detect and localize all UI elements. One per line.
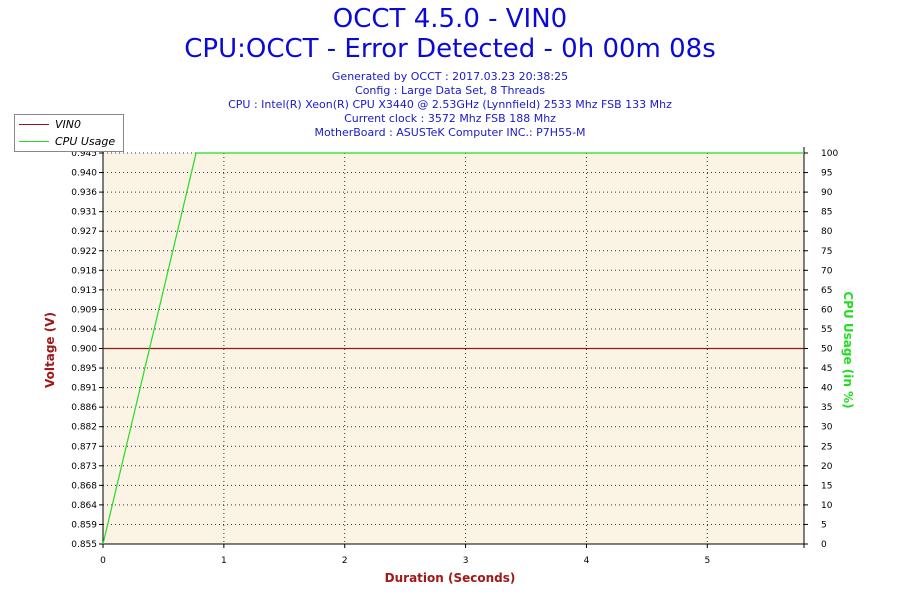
y-left-tick-label: 0.913 — [71, 286, 97, 296]
y-right-tick-label: 60 — [821, 305, 833, 315]
y-right-tick-label: 90 — [821, 188, 833, 198]
y-left-tick-label: 0.855 — [71, 540, 97, 550]
legend-label-cpu-usage: CPU Usage — [55, 134, 116, 148]
y-left-tick-label: 0.882 — [71, 423, 97, 433]
x-tick-label: 2 — [342, 556, 348, 566]
info-cpu: CPU : Intel(R) Xeon(R) CPU X3440 @ 2.53G… — [228, 98, 672, 111]
chart-legend: VIN0 CPU Usage — [14, 114, 124, 152]
x-tick-label: 4 — [584, 556, 590, 566]
x-tick-label: 5 — [704, 556, 710, 566]
legend-swatch-cpu-usage — [19, 140, 49, 142]
y-left-tick-label: 0.886 — [71, 403, 97, 413]
y-left-tick-label: 0.940 — [71, 169, 97, 179]
y-right-tick-label: 0 — [821, 540, 827, 550]
y-left-tick-label: 0.859 — [71, 520, 97, 530]
chart-subtitle: CPU:OCCT - Error Detected - 0h 00m 08s — [184, 34, 716, 64]
y-left-tick-label: 0.891 — [71, 384, 97, 394]
x-axis-label: Duration (Seconds) — [384, 571, 516, 585]
y-left-tick-label: 0.877 — [71, 442, 97, 452]
y-right-tick-label: 20 — [821, 462, 833, 472]
info-motherboard: MotherBoard : ASUSTeK Computer INC.: P7H… — [314, 126, 586, 139]
y-right-tick-label: 25 — [821, 442, 832, 452]
info-clock: Current clock : 3572 Mhz FSB 188 Mhz — [344, 112, 556, 125]
y-left-tick-label: 0.945 — [71, 149, 97, 159]
y-right-tick-label: 65 — [821, 286, 832, 296]
y-left-tick-label: 0.927 — [71, 227, 97, 237]
y-right-tick-label: 85 — [821, 208, 832, 218]
y-right-tick-label: 5 — [821, 520, 827, 530]
y-left-tick-label: 0.922 — [71, 247, 97, 257]
y-left-tick-label: 0.931 — [71, 208, 97, 218]
y-left-tick-label: 0.936 — [71, 188, 97, 198]
info-generated: Generated by OCCT : 2017.03.23 20:38:25 — [331, 70, 569, 83]
y-left-tick-label: 0.904 — [71, 325, 97, 335]
chart-title: OCCT 4.5.0 - VIN0 — [332, 4, 568, 34]
legend-label-vin0: VIN0 — [55, 117, 81, 131]
y-left-tick-label: 0.873 — [71, 462, 97, 472]
y-right-tick-label: 80 — [821, 227, 833, 237]
y-right-tick-label: 10 — [821, 501, 833, 511]
y-right-tick-label: 70 — [821, 266, 833, 276]
info-config: Config : Large Data Set, 8 Threads — [355, 84, 545, 97]
x-tick-label: 1 — [221, 556, 227, 566]
y-right-tick-label: 55 — [821, 325, 832, 335]
y-right-tick-label: 45 — [821, 364, 832, 374]
y-right-tick-label: 95 — [821, 169, 832, 179]
y-right-tick-label: 75 — [821, 247, 832, 257]
y-left-tick-label: 0.895 — [71, 364, 97, 374]
legend-item-vin0: VIN0 — [19, 116, 81, 132]
y-right-tick-label: 100 — [821, 149, 838, 159]
y-left-tick-label: 0.864 — [71, 501, 97, 511]
y-left-tick-label: 0.918 — [71, 266, 97, 276]
y-left-tick-label: 0.900 — [71, 345, 97, 355]
y-left-tick-label: 0.868 — [71, 481, 97, 491]
series-line-cpu-usage — [102, 152, 804, 545]
y-right-tick-label: 35 — [821, 403, 832, 413]
y-right-tick-label: 30 — [821, 423, 833, 433]
y-right-tick-label: 40 — [821, 384, 833, 394]
y-left-tick-label: 0.909 — [71, 305, 97, 315]
x-tick-label: 3 — [463, 556, 469, 566]
y-axis-right-label: CPU Usage (in %) — [841, 291, 855, 409]
x-tick-label: 0 — [100, 556, 106, 566]
y-right-tick-label: 50 — [821, 345, 833, 355]
legend-item-cpu-usage: CPU Usage — [19, 133, 115, 149]
legend-swatch-vin0 — [19, 123, 49, 125]
y-axis-left-label: Voltage (V) — [43, 312, 57, 388]
y-right-tick-label: 15 — [821, 481, 832, 491]
